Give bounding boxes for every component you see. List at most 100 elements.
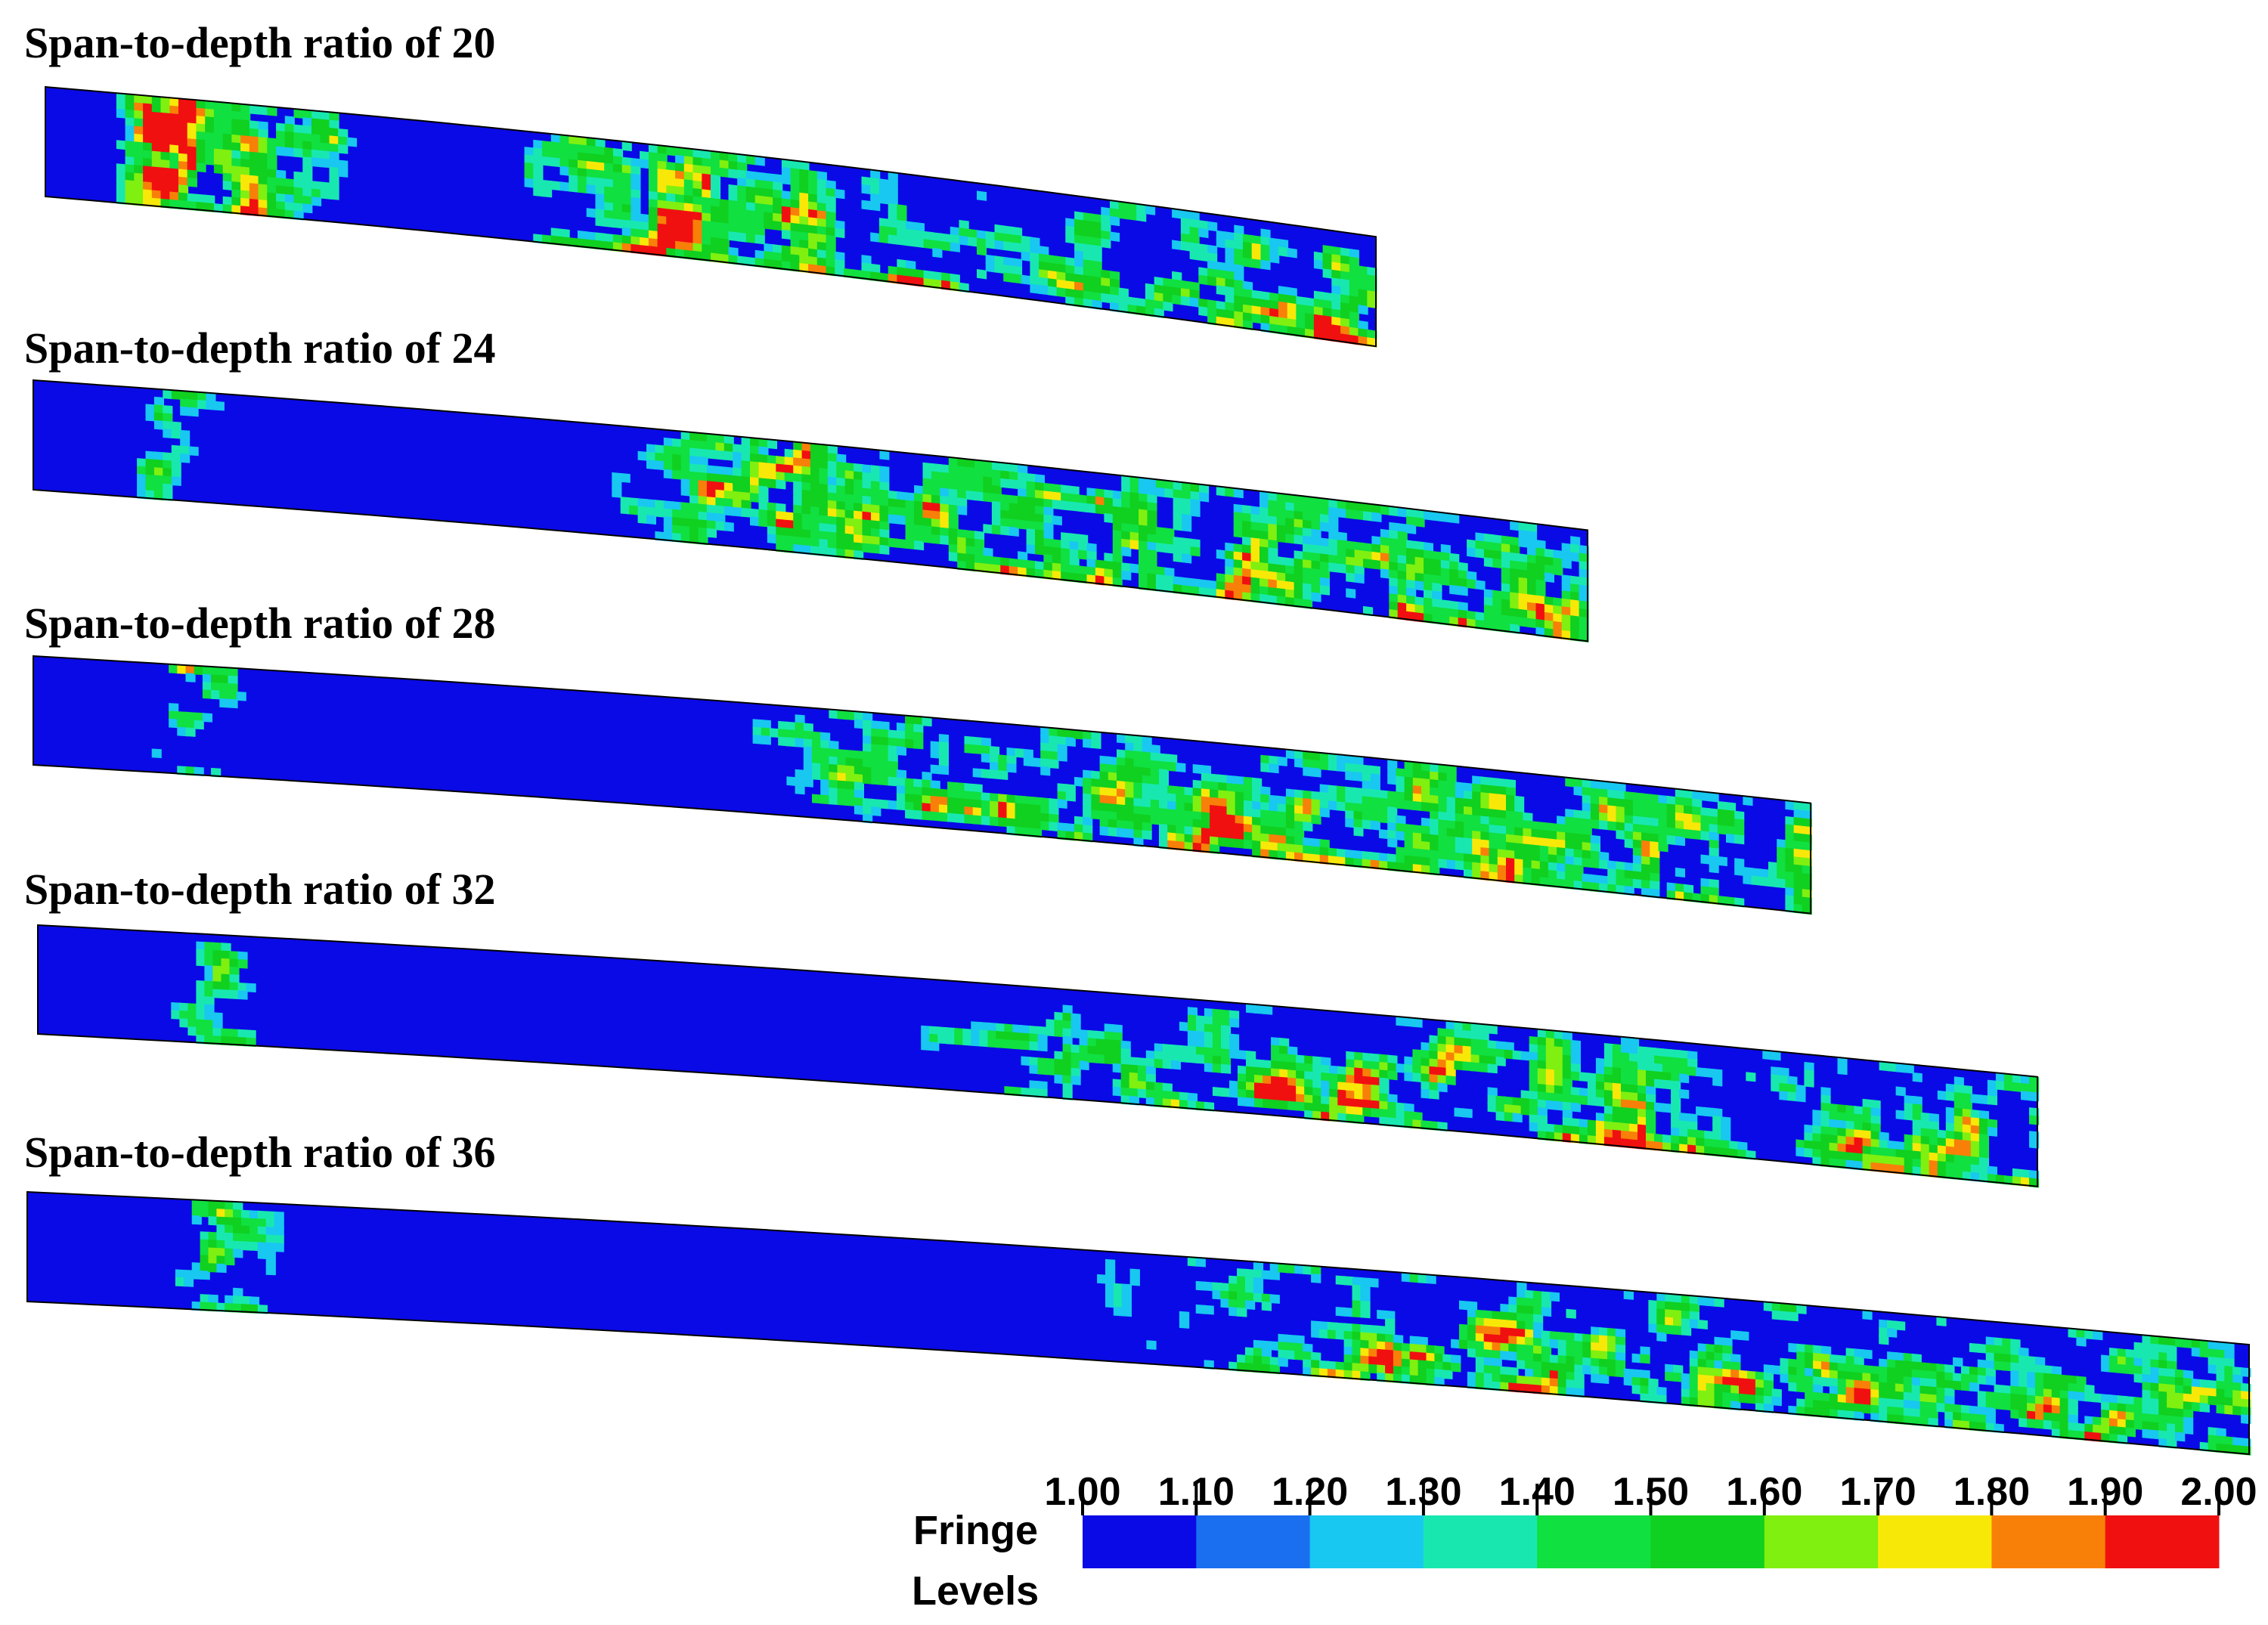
fringe-cell [812,794,822,804]
fringe-cell [675,193,686,204]
fringe-cell [1346,509,1356,519]
fringe-cell [1032,812,1043,822]
fringe-cell [1987,1088,1997,1098]
fringe-cell [870,263,881,274]
fringe-cell [861,255,872,265]
fringe-cell [1517,1383,1527,1393]
fringe-cell [612,156,624,166]
fringe-cell [1120,1040,1131,1051]
fringe-cell [249,167,259,178]
fringe-cell [1040,735,1051,745]
fringe-cell [1234,264,1244,274]
fringe-cell [293,194,304,205]
fringe-cell [1285,828,1296,838]
fringe-cell [1259,491,1269,502]
fringe-cell [1304,1055,1315,1066]
fringe-cell [1479,1047,1489,1057]
fringe-cell [1142,775,1152,785]
fringe-cell [1362,1099,1373,1110]
fringe-cell [1277,811,1287,822]
fringe-cell [799,200,810,211]
fringe-cell [145,482,156,492]
fringe-cell [1937,1161,1947,1172]
fringe-cell [1704,1138,1715,1149]
fringe-cell [1313,251,1324,262]
fringe-cell [1599,781,1610,791]
fringe-cell [1125,820,1136,831]
fringe-cell [1565,863,1576,874]
fringe-cell [758,494,769,504]
fringe-cell [1006,802,1017,812]
fringe-cell [1303,751,1313,761]
fringe-cell [646,451,656,462]
fringe-cell [1562,1070,1572,1081]
fringe-cell [733,467,743,478]
fringe-cell [1527,546,1538,557]
fringe-cell [854,766,864,776]
fringe-cell [1455,828,1465,839]
fringe-cell [741,507,751,518]
fringe-cell [1426,1368,1436,1379]
fringe-cell [1150,760,1160,770]
fringe-cell [1429,1058,1439,1069]
fringe-cell [1030,260,1040,271]
fringe-cell [1069,549,1080,559]
fringe-cell [1079,1037,1089,1048]
fringe-cell [888,195,898,206]
fringe-cell [1201,828,1211,838]
fringe-cell [1360,1355,1371,1366]
fringe-cell [1424,590,1433,600]
fringe-cell [1607,797,1618,808]
fringe-cell [578,230,588,241]
fringe-cell [1504,1103,1514,1114]
fringe-cell [1658,834,1668,844]
fringe-cell [1133,806,1144,816]
fringe-cell [1514,843,1525,853]
fringe-cell [793,457,804,468]
fringe-cell [171,390,181,400]
fringe-cell [1632,839,1643,850]
fringe-cell [1438,843,1448,853]
fringe-cell [781,229,792,240]
fringe-cell [778,729,789,738]
fringe-cell [1086,559,1097,569]
fringe-cell [1337,1082,1348,1092]
fringe-cell [153,451,164,462]
fringe-cell [143,126,153,137]
fringe-cell [1904,1063,1914,1074]
fringe-cell [151,182,162,192]
fringe-cell [205,147,215,158]
fringe-cell [1121,531,1132,541]
fringe-cell [871,481,881,491]
fringe-cell [1079,1060,1089,1071]
fringe-cell [1218,790,1228,800]
fringe-cell [723,506,734,516]
fringe-cell [741,460,751,471]
fringe-cell [1271,1045,1281,1055]
fringe-cell [258,121,268,132]
fringe-cell [1035,497,1045,508]
fringe-cell [1929,1113,1939,1123]
fringe-cell [1303,766,1313,777]
fringe-cell [2029,1076,2040,1086]
fringe-cell [1362,1052,1373,1063]
fringe-cell [888,172,898,182]
fringe-cell [1389,506,1399,517]
fringe-cell [776,518,786,529]
fringe-cell [216,1302,227,1312]
fringe-cell [1517,1351,1527,1362]
fringe-cell [1500,1335,1510,1345]
fringe-cell [185,665,196,675]
fringe-cell [1110,286,1120,297]
fringe-cell [1155,487,1166,498]
fringe-cell [1187,1030,1198,1040]
fringe-cell [1009,471,1019,481]
fringe-cell [1328,522,1339,534]
fringe-cell [1429,1074,1439,1084]
fringe-cell [1650,856,1660,868]
fringe-cell [1662,1056,1673,1066]
fringe-cell [971,1036,981,1047]
fringe-cell [663,461,674,472]
fringe-cell [1180,296,1191,307]
fringe-cell [1026,504,1036,515]
